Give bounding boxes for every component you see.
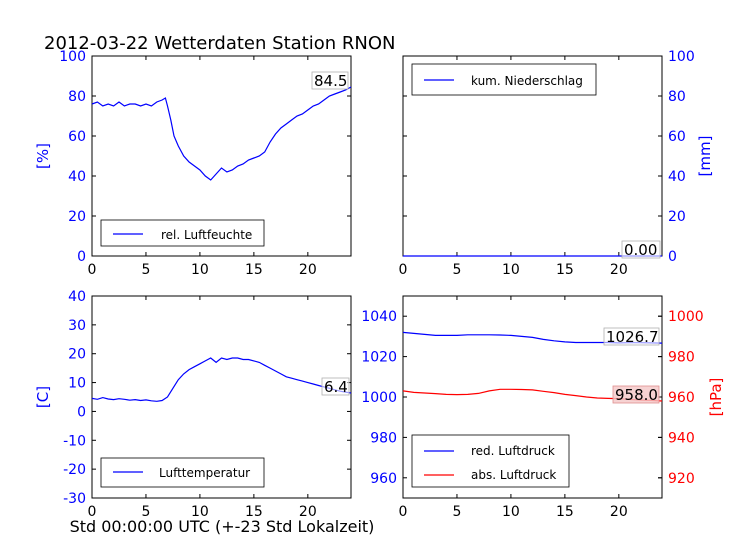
x-tick-label: 15 [245,504,263,520]
y-tick-label: 960 [370,471,397,487]
value-label-box [603,327,660,346]
y-tick-label: 60 [68,129,86,145]
x-tick-label: 20 [299,504,317,520]
y-tick-label: 0 [77,249,86,265]
y-axis-label: [%] [34,143,52,169]
y-axis-label: [C] [34,386,52,408]
y-right-tick-label: 960 [668,390,695,406]
y-tick-label: 60 [668,129,686,145]
x-tick-label: 10 [502,262,520,278]
series-line [91,86,352,181]
y-axis-label: [hPa] [707,378,725,417]
y-tick-label: 30 [68,318,86,334]
last-value-label: 6.4 [324,378,348,396]
legend-label: red. Luftdruck [471,444,555,458]
y-tick-label: 0 [668,249,677,265]
y-tick-label: -30 [63,491,86,507]
x-tick-label: 5 [141,504,150,520]
legend-box [100,219,265,247]
panel-humidity: 0 5 10 15 20 0 20 40 60 80 100 [%] 84.5 rel. Luftfeuc… [34,49,352,278]
x-tick-label: 5 [141,262,150,278]
x-tick-label: 0 [88,504,97,520]
y-right-tick-label: 940 [668,430,695,446]
x-tick-label: 15 [556,504,574,520]
y-axis-label: [mm] [696,136,714,177]
y-tick-label: 20 [68,209,86,225]
y-right-tick-label: 980 [668,350,695,366]
x-tick-label: 5 [452,262,461,278]
y-right-tick-label: 1000 [668,309,704,325]
y-right-tick-label: 920 [668,471,695,487]
y-tick-label: 10 [68,376,86,392]
x-tick-label: 0 [399,262,408,278]
panel-pressure: 0 5 10 15 20 960 980 1000 1020 1040 920 940 960 980 10… [361,295,725,520]
legend-box [411,434,570,488]
last-value-label: 0.00 [624,241,657,259]
y-tick-label: 20 [68,347,86,363]
y-tick-label: 100 [668,49,695,65]
value-label-box [311,71,349,90]
last-value-label: 1026.7 [606,328,659,346]
y-tick-label: 20 [668,209,686,225]
legend-label: Lufttemperatur [159,466,250,480]
value-label-box [621,240,661,259]
x-tick-label: 5 [452,504,461,520]
y-tick-label: 80 [68,89,86,105]
x-tick-label: 10 [191,504,209,520]
y-tick-label: 40 [68,169,86,185]
panel-precipitation: 0 5 10 15 20 0 20 40 60 80 100 [mm] 0.00 kum. Nieders… [399,49,714,278]
value-label-box [321,377,350,396]
x-tick-label: 15 [556,262,574,278]
value-label-box [612,385,660,404]
last-value-label: 958.0 [615,386,658,404]
y-tick-label: 40 [68,289,86,305]
legend-label: rel. Luftfeuchte [161,228,252,242]
last-value-label: 84.5 [314,72,347,90]
series-line [91,357,352,402]
x-tick-label: 10 [502,504,520,520]
y-tick-label: -20 [63,462,86,478]
panel-temperature: 0 5 10 15 20 -30 -20 -10 0 10 20 30 40 [C] 6.4 Lufttemp… [34,289,352,520]
y-tick-label: 100 [59,49,86,65]
x-axis-label: Std 00:00:00 UTC (+-23 Std Lokalzeit) [70,517,375,536]
legend-label: kum. Niederschlag [471,74,583,88]
x-tick-label: 20 [610,504,628,520]
x-tick-label: 10 [191,262,209,278]
figure-title: 2012-03-22 Wetterdaten Station RNON [44,33,395,54]
x-tick-label: 15 [245,262,263,278]
y-tick-label: 0 [77,404,86,420]
y-tick-label: 980 [370,430,397,446]
y-tick-label: 1040 [361,309,397,325]
x-tick-label: 0 [399,504,408,520]
x-tick-label: 20 [299,262,317,278]
y-tick-label: 1000 [361,390,397,406]
x-tick-label: 20 [610,262,628,278]
y-tick-label: 40 [668,169,686,185]
x-tick-label: 0 [88,262,97,278]
legend-label: abs. Luftdruck [471,468,556,482]
y-tick-label: -10 [63,433,86,449]
y-tick-label: 80 [668,89,686,105]
y-tick-label: 1020 [361,350,397,366]
